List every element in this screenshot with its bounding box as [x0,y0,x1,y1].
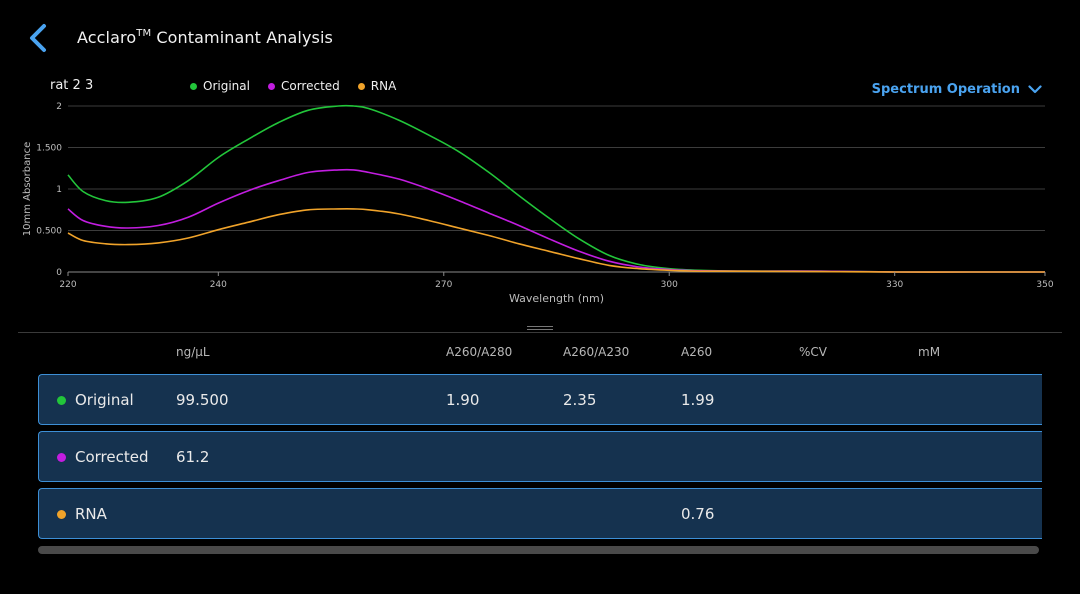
row-name: Corrected [75,448,149,466]
y-tick-label: 1.500 [36,144,62,154]
table-row-corrected[interactable]: Corrected 61.2 [38,431,1042,482]
cell-a260-a230: 2.35 [563,391,597,409]
x-tick-label: 220 [59,280,76,290]
row-dot-corrected [57,453,66,462]
cell-a260-a280: 1.90 [446,391,480,409]
row-dot-original [57,396,66,405]
chevron-down-icon [1028,85,1042,94]
legend-item-corrected[interactable]: Corrected [267,79,340,93]
table-row-original[interactable]: Original 99.500 1.90 2.35 1.99 [38,374,1042,425]
title-rest: Contaminant Analysis [151,28,333,47]
chart-axes: 0 0.500 1 1.500 2 220 240 270 300 330 350 Wavelengt… [22,102,1054,305]
x-tick-label: 240 [210,280,227,290]
legend-dot-corrected [267,82,275,90]
absorbance-chart: 0 0.500 1 1.500 2 220 240 270 300 330 350 Wavelengt… [22,102,1054,305]
back-button[interactable] [24,20,54,56]
section-divider [18,332,1062,333]
y-tick-label: 2 [56,102,62,112]
col-header-cv: %CV [799,345,827,359]
cell-ngul: 61.2 [176,448,210,466]
chart-grid [68,105,1045,273]
page-title: AcclaroTM Contaminant Analysis [77,28,333,47]
cell-ngul: 99.500 [176,391,229,409]
horizontal-scrollbar[interactable] [38,546,1039,554]
spectrum-operation-label: Spectrum Operation [871,82,1020,97]
trademark-sup: TM [136,27,152,39]
x-axis-label: Wavelength (nm) [509,292,604,305]
row-dot-rna [57,510,66,519]
legend-label-rna: RNA [370,79,397,93]
legend-item-original[interactable]: Original [190,79,250,93]
y-tick-label: 1 [56,185,62,195]
x-tick-label: 270 [435,280,452,290]
title-main: Acclaro [77,28,137,47]
y-tick-label: 0.500 [36,227,62,237]
top-bar: AcclaroTM Contaminant Analysis [0,0,1080,76]
y-tick-label: 0 [56,268,62,278]
legend-dot-original [190,82,197,90]
row-name: Original [75,391,134,409]
legend-item-rna[interactable]: RNA [357,79,397,93]
results-table: Original 99.500 1.90 2.35 1.99 Corrected… [38,374,1042,545]
chart-legend: Original Corrected RNA [190,79,396,93]
x-tick-label: 330 [886,280,903,290]
chevron-left-icon [30,24,46,52]
col-header-a260-a230: A260/A230 [563,345,630,359]
col-header-a260: A260 [681,345,713,359]
cell-a260: 0.76 [681,505,715,523]
legend-dot-rna [357,82,365,90]
legend-label-corrected: Corrected [280,79,340,93]
results-table-header: ng/µL A260/A280 A260/A230 A260 %CV mM [0,345,1080,365]
row-name: RNA [75,505,107,523]
cell-a260: 1.99 [681,391,715,409]
x-tick-label: 300 [661,280,678,290]
chart-header: rat 2 3 Original Corrected RNA [0,76,1080,100]
y-axis-label: 10mm Absorbance [22,142,33,236]
legend-label-original: Original [203,79,250,93]
chart-series [67,104,1045,273]
sample-name: rat 2 3 [50,78,94,93]
col-header-ngul: ng/µL [176,345,210,359]
col-header-mm: mM [918,345,941,359]
resize-handle[interactable] [527,326,553,332]
series-line-rna [67,208,1045,273]
series-line-corrected [67,168,1045,273]
x-tick-label: 350 [1036,280,1053,290]
spectrum-operation-dropdown[interactable]: Spectrum Operation [872,82,1042,97]
col-header-a260-a280: A260/A280 [446,345,513,359]
table-row-rna[interactable]: RNA 0.76 [38,488,1042,539]
